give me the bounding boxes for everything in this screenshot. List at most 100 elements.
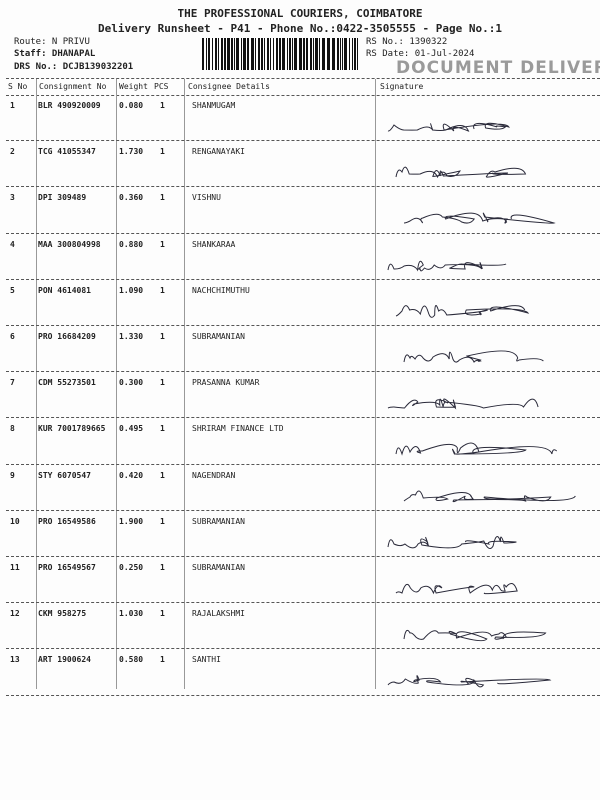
barcode-bar	[299, 38, 302, 70]
barcode-bar	[306, 38, 308, 70]
barcode-bar	[258, 38, 260, 70]
barcode-bar	[234, 38, 235, 70]
barcode-bar	[267, 38, 269, 70]
signature-11	[395, 582, 518, 595]
row-consignee: SUBRAMANIAN	[192, 332, 245, 341]
barcode-bar	[282, 38, 285, 70]
divider	[6, 694, 600, 696]
row-pcs: 1	[160, 563, 165, 572]
row-consignment-no: PRO 16549586	[38, 516, 96, 526]
barcode-bar	[313, 38, 314, 70]
row-pcs: 1	[160, 655, 165, 665]
row-pcs: 1	[160, 378, 165, 388]
barcode-bar	[315, 38, 318, 70]
runsheet-subtitle: Delivery Runsheet - P41 - Phone No.:0422…	[98, 22, 502, 35]
signature-10	[387, 535, 517, 549]
barcode-bar	[273, 38, 274, 70]
signature-stroke	[387, 535, 517, 549]
row-consignment-no: CDM 55273501	[38, 378, 96, 388]
barcode-bar	[352, 38, 353, 70]
drs-number: DRS No.: DCJB139032201	[14, 62, 134, 72]
barcode-bar	[224, 38, 226, 70]
barcode-bar	[236, 38, 239, 70]
barcode-bar	[231, 38, 233, 70]
barcode-bar	[354, 38, 356, 70]
barcode-bar	[279, 38, 281, 70]
row-weight: 0.880	[119, 239, 144, 249]
divider	[6, 232, 600, 234]
row-consignee: NAGENDRAN	[192, 470, 236, 480]
barcode-bar	[241, 38, 242, 70]
barcode-bar	[344, 38, 347, 70]
route: Route: N PRIVU	[14, 37, 90, 47]
barcode-bar	[332, 38, 335, 70]
column-divider	[36, 79, 37, 689]
row-consignee: SHRIRAM FINANCE LTD	[192, 424, 284, 434]
row-consignment-no: CKM 958275	[38, 609, 87, 619]
signature-stroke	[387, 398, 539, 410]
row-consignee: SANTHI	[192, 655, 221, 665]
barcode-bar	[251, 38, 254, 70]
row-consignment-no: PRO 16684209	[38, 332, 96, 341]
row-weight: 0.420	[119, 470, 144, 480]
row-pcs: 1	[160, 193, 165, 203]
row-sno: 9	[10, 470, 15, 480]
barcode-bar	[247, 38, 249, 70]
row-sno: 11	[10, 563, 20, 572]
row-pcs: 1	[160, 285, 165, 295]
signature-5	[395, 304, 530, 318]
divider	[6, 78, 600, 79]
signature-stroke	[403, 490, 576, 502]
row-pcs: 1	[160, 609, 165, 619]
barcode-bar	[218, 38, 219, 70]
document-delivery-stamp: DOCUMENT DELIVERY	[396, 58, 600, 78]
row-consignment-no: PRO 16549567	[38, 563, 96, 572]
row-weight: 0.360	[119, 193, 144, 203]
col-header-pcs: PCS	[154, 82, 169, 91]
barcode-bar	[215, 38, 217, 70]
divider	[6, 186, 600, 188]
row-sno: 4	[10, 239, 15, 249]
barcode-bar	[243, 38, 246, 70]
row-consignment-no: DPI 309489	[38, 193, 87, 203]
row-sno: 1	[10, 101, 15, 110]
signature-1	[387, 122, 510, 132]
row-pcs: 1	[160, 147, 165, 157]
rs-date: RS Date: 01-Jul-2024	[366, 49, 475, 59]
signature-stroke	[403, 213, 556, 225]
col-header-signature: Signature	[380, 82, 424, 91]
row-weight: 1.090	[119, 285, 144, 295]
row-weight: 1.900	[119, 516, 144, 526]
signature-3	[403, 213, 556, 225]
row-weight: 1.330	[119, 332, 144, 341]
row-weight: 0.495	[119, 424, 144, 434]
barcode-bar	[202, 38, 204, 70]
row-pcs: 1	[160, 332, 165, 341]
barcode-bar	[357, 38, 358, 70]
col-header-sno: S No	[8, 82, 28, 91]
row-weight: 0.250	[119, 563, 144, 572]
barcode-bar	[337, 38, 339, 70]
divider	[6, 463, 600, 465]
row-consignee: RAJALAKSHMI	[192, 609, 245, 619]
barcode-bar	[322, 38, 325, 70]
signature-6	[403, 350, 544, 363]
signature-stroke	[403, 350, 544, 363]
divider	[6, 556, 600, 557]
row-pcs: 1	[160, 239, 165, 249]
signature-stroke	[403, 630, 547, 642]
barcode-bar	[287, 38, 288, 70]
signature-8	[395, 442, 558, 457]
divider	[6, 325, 600, 326]
signature-stroke	[395, 304, 530, 318]
row-weight: 1.730	[119, 147, 144, 157]
row-sno: 2	[10, 147, 15, 157]
barcode	[202, 38, 358, 70]
signature-stroke	[395, 442, 558, 457]
signature-7	[387, 398, 539, 410]
barcode-bar	[289, 38, 291, 70]
barcode-bar	[340, 38, 341, 70]
row-sno: 3	[10, 193, 15, 203]
row-consignment-no: PON 4614081	[38, 285, 91, 295]
column-divider	[116, 79, 117, 689]
